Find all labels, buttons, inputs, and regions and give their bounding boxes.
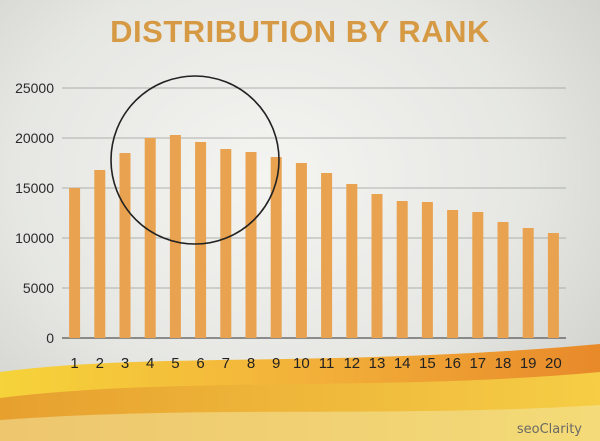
x-tick-label: 20 xyxy=(545,355,562,372)
bar xyxy=(295,163,307,338)
bar xyxy=(547,233,559,338)
gridlines xyxy=(62,87,566,339)
bar xyxy=(270,157,282,338)
bar xyxy=(421,202,433,338)
y-tick-label: 20000 xyxy=(15,130,54,146)
highlight-circle xyxy=(110,75,280,245)
chart-title: DISTRIBUTION BY RANK xyxy=(110,14,490,49)
x-tick-label: 16 xyxy=(444,355,461,372)
bar xyxy=(346,184,358,338)
bars xyxy=(69,135,559,338)
bar xyxy=(119,153,131,338)
bar xyxy=(220,149,232,338)
x-tick-label: 8 xyxy=(247,355,255,372)
bar xyxy=(321,173,333,338)
x-tick-label: 11 xyxy=(319,355,335,372)
x-tick-label: 18 xyxy=(495,355,512,372)
bar xyxy=(69,188,81,338)
x-tick-label: 6 xyxy=(196,355,204,372)
y-tick-label: 0 xyxy=(46,330,54,346)
bar xyxy=(94,170,106,338)
bar xyxy=(144,138,156,338)
x-tick-label: 17 xyxy=(469,355,486,372)
y-tick-label: 5000 xyxy=(23,280,54,296)
bar xyxy=(447,210,459,338)
bar xyxy=(497,222,509,338)
x-tick-label: 3 xyxy=(121,355,129,372)
x-tick-label: 9 xyxy=(272,355,280,372)
bar xyxy=(472,212,484,338)
y-tick-label: 10000 xyxy=(15,230,54,246)
bar xyxy=(169,135,181,338)
seoclarity-logo: seoClarity xyxy=(516,422,582,437)
x-tick-label: 13 xyxy=(369,355,386,372)
y-tick-label: 15000 xyxy=(15,180,54,196)
x-tick-label: 4 xyxy=(146,355,154,372)
x-axis: 1 2 3 4 5 6 7 8 9 10 11 12 13 14 15 16 17 18 19 20 xyxy=(70,355,561,372)
y-axis: 25000 20000 15000 10000 5000 0 xyxy=(15,80,54,346)
swoosh-base xyxy=(0,405,600,441)
x-tick-label: 14 xyxy=(394,355,411,372)
x-tick-label: 15 xyxy=(419,355,436,372)
x-tick-label: 19 xyxy=(520,355,537,372)
bar xyxy=(396,201,408,338)
y-tick-label: 25000 xyxy=(15,80,54,96)
x-tick-label: 5 xyxy=(171,355,179,372)
x-tick-label: 12 xyxy=(343,355,360,372)
x-tick-label: 2 xyxy=(96,355,104,372)
x-tick-label: 1 xyxy=(70,355,78,372)
bar xyxy=(371,194,383,338)
x-tick-label: 7 xyxy=(222,355,230,372)
x-tick-label: 10 xyxy=(293,355,310,372)
bar xyxy=(245,152,257,338)
bar xyxy=(522,228,534,338)
bar xyxy=(195,142,207,338)
